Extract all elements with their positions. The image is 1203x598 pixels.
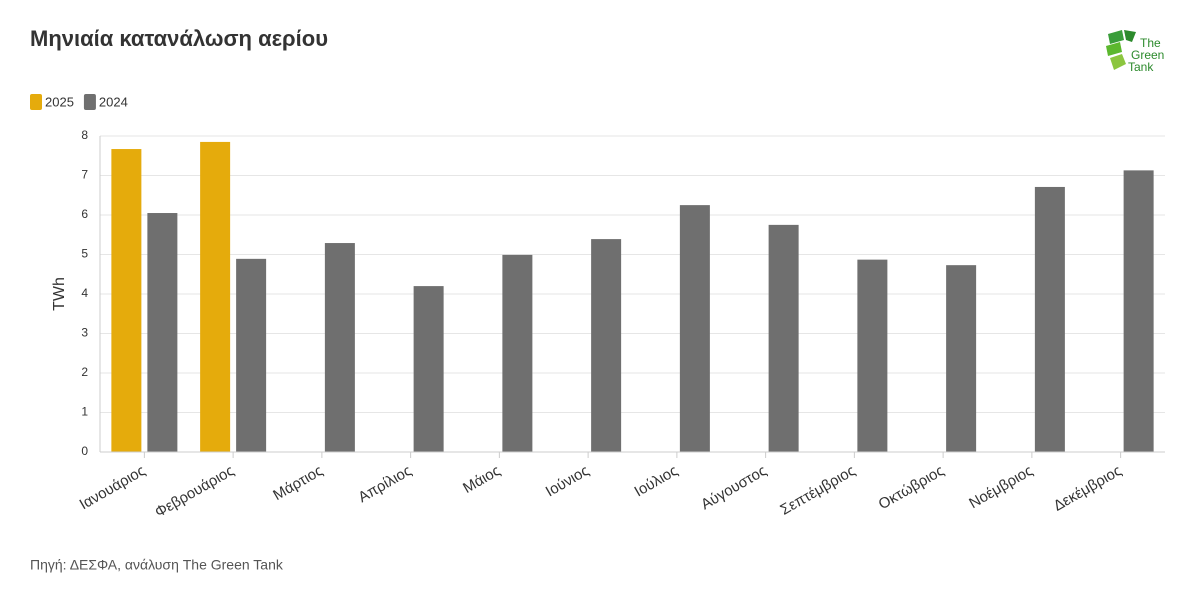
legend-label: 2024 <box>99 94 128 109</box>
x-tick-label: Μάιος <box>460 462 503 497</box>
y-tick-label: 0 <box>81 444 88 458</box>
legend-swatch <box>30 94 42 110</box>
bar <box>200 141 231 453</box>
bar <box>1034 186 1065 452</box>
y-axis-label: TWh <box>51 277 68 311</box>
bar <box>236 258 267 452</box>
x-tick-label: Δεκέμβριος <box>1051 462 1125 515</box>
bar <box>324 243 355 452</box>
legend-label: 2025 <box>45 94 74 109</box>
source-note: Πηγή: ΔΕΣΦΑ, ανάλυση The Green Tank <box>30 557 284 573</box>
x-tick-label: Μάρτιος <box>270 462 326 504</box>
bar <box>679 205 710 452</box>
logo: The Green Tank <box>1106 30 1164 74</box>
logo-text: Green <box>1131 48 1164 62</box>
bar <box>111 149 142 452</box>
y-tick-label: 6 <box>81 207 88 221</box>
y-tick-label: 1 <box>81 405 88 419</box>
x-tick-label: Σεπτέμβριος <box>777 462 858 519</box>
bar <box>946 265 977 452</box>
bar <box>413 286 444 452</box>
y-tick-label: 7 <box>81 168 88 182</box>
y-tick-label: 2 <box>81 365 88 379</box>
x-tick-label: Απρίλιος <box>355 462 414 506</box>
x-tick-label: Φεβρουάριος <box>152 462 237 521</box>
chart-title: Μηνιαία κατανάλωση αερίου <box>30 26 328 51</box>
logo-text: Tank <box>1128 60 1154 74</box>
x-tick-label: Νοέμβριος <box>966 462 1036 512</box>
bar <box>502 254 533 452</box>
legend-swatch <box>83 94 96 110</box>
logo-text: The <box>1140 36 1161 50</box>
y-tick-label: 3 <box>81 326 88 340</box>
y-tick-label: 8 <box>81 128 88 142</box>
x-tick-label: Ιούνιος <box>543 462 592 500</box>
y-tick-label: 5 <box>81 247 88 261</box>
bar <box>857 259 888 452</box>
bar <box>768 224 799 452</box>
bar <box>147 213 178 452</box>
bar <box>1123 170 1154 453</box>
y-tick-label: 4 <box>81 286 88 300</box>
x-tick-label: Ιανουάριος <box>77 462 149 513</box>
x-tick-label: Ιούλιος <box>632 462 681 500</box>
x-tick-label: Οκτώβριος <box>876 462 947 513</box>
bar <box>591 239 622 452</box>
x-tick-label: Αύγουστος <box>698 462 770 513</box>
